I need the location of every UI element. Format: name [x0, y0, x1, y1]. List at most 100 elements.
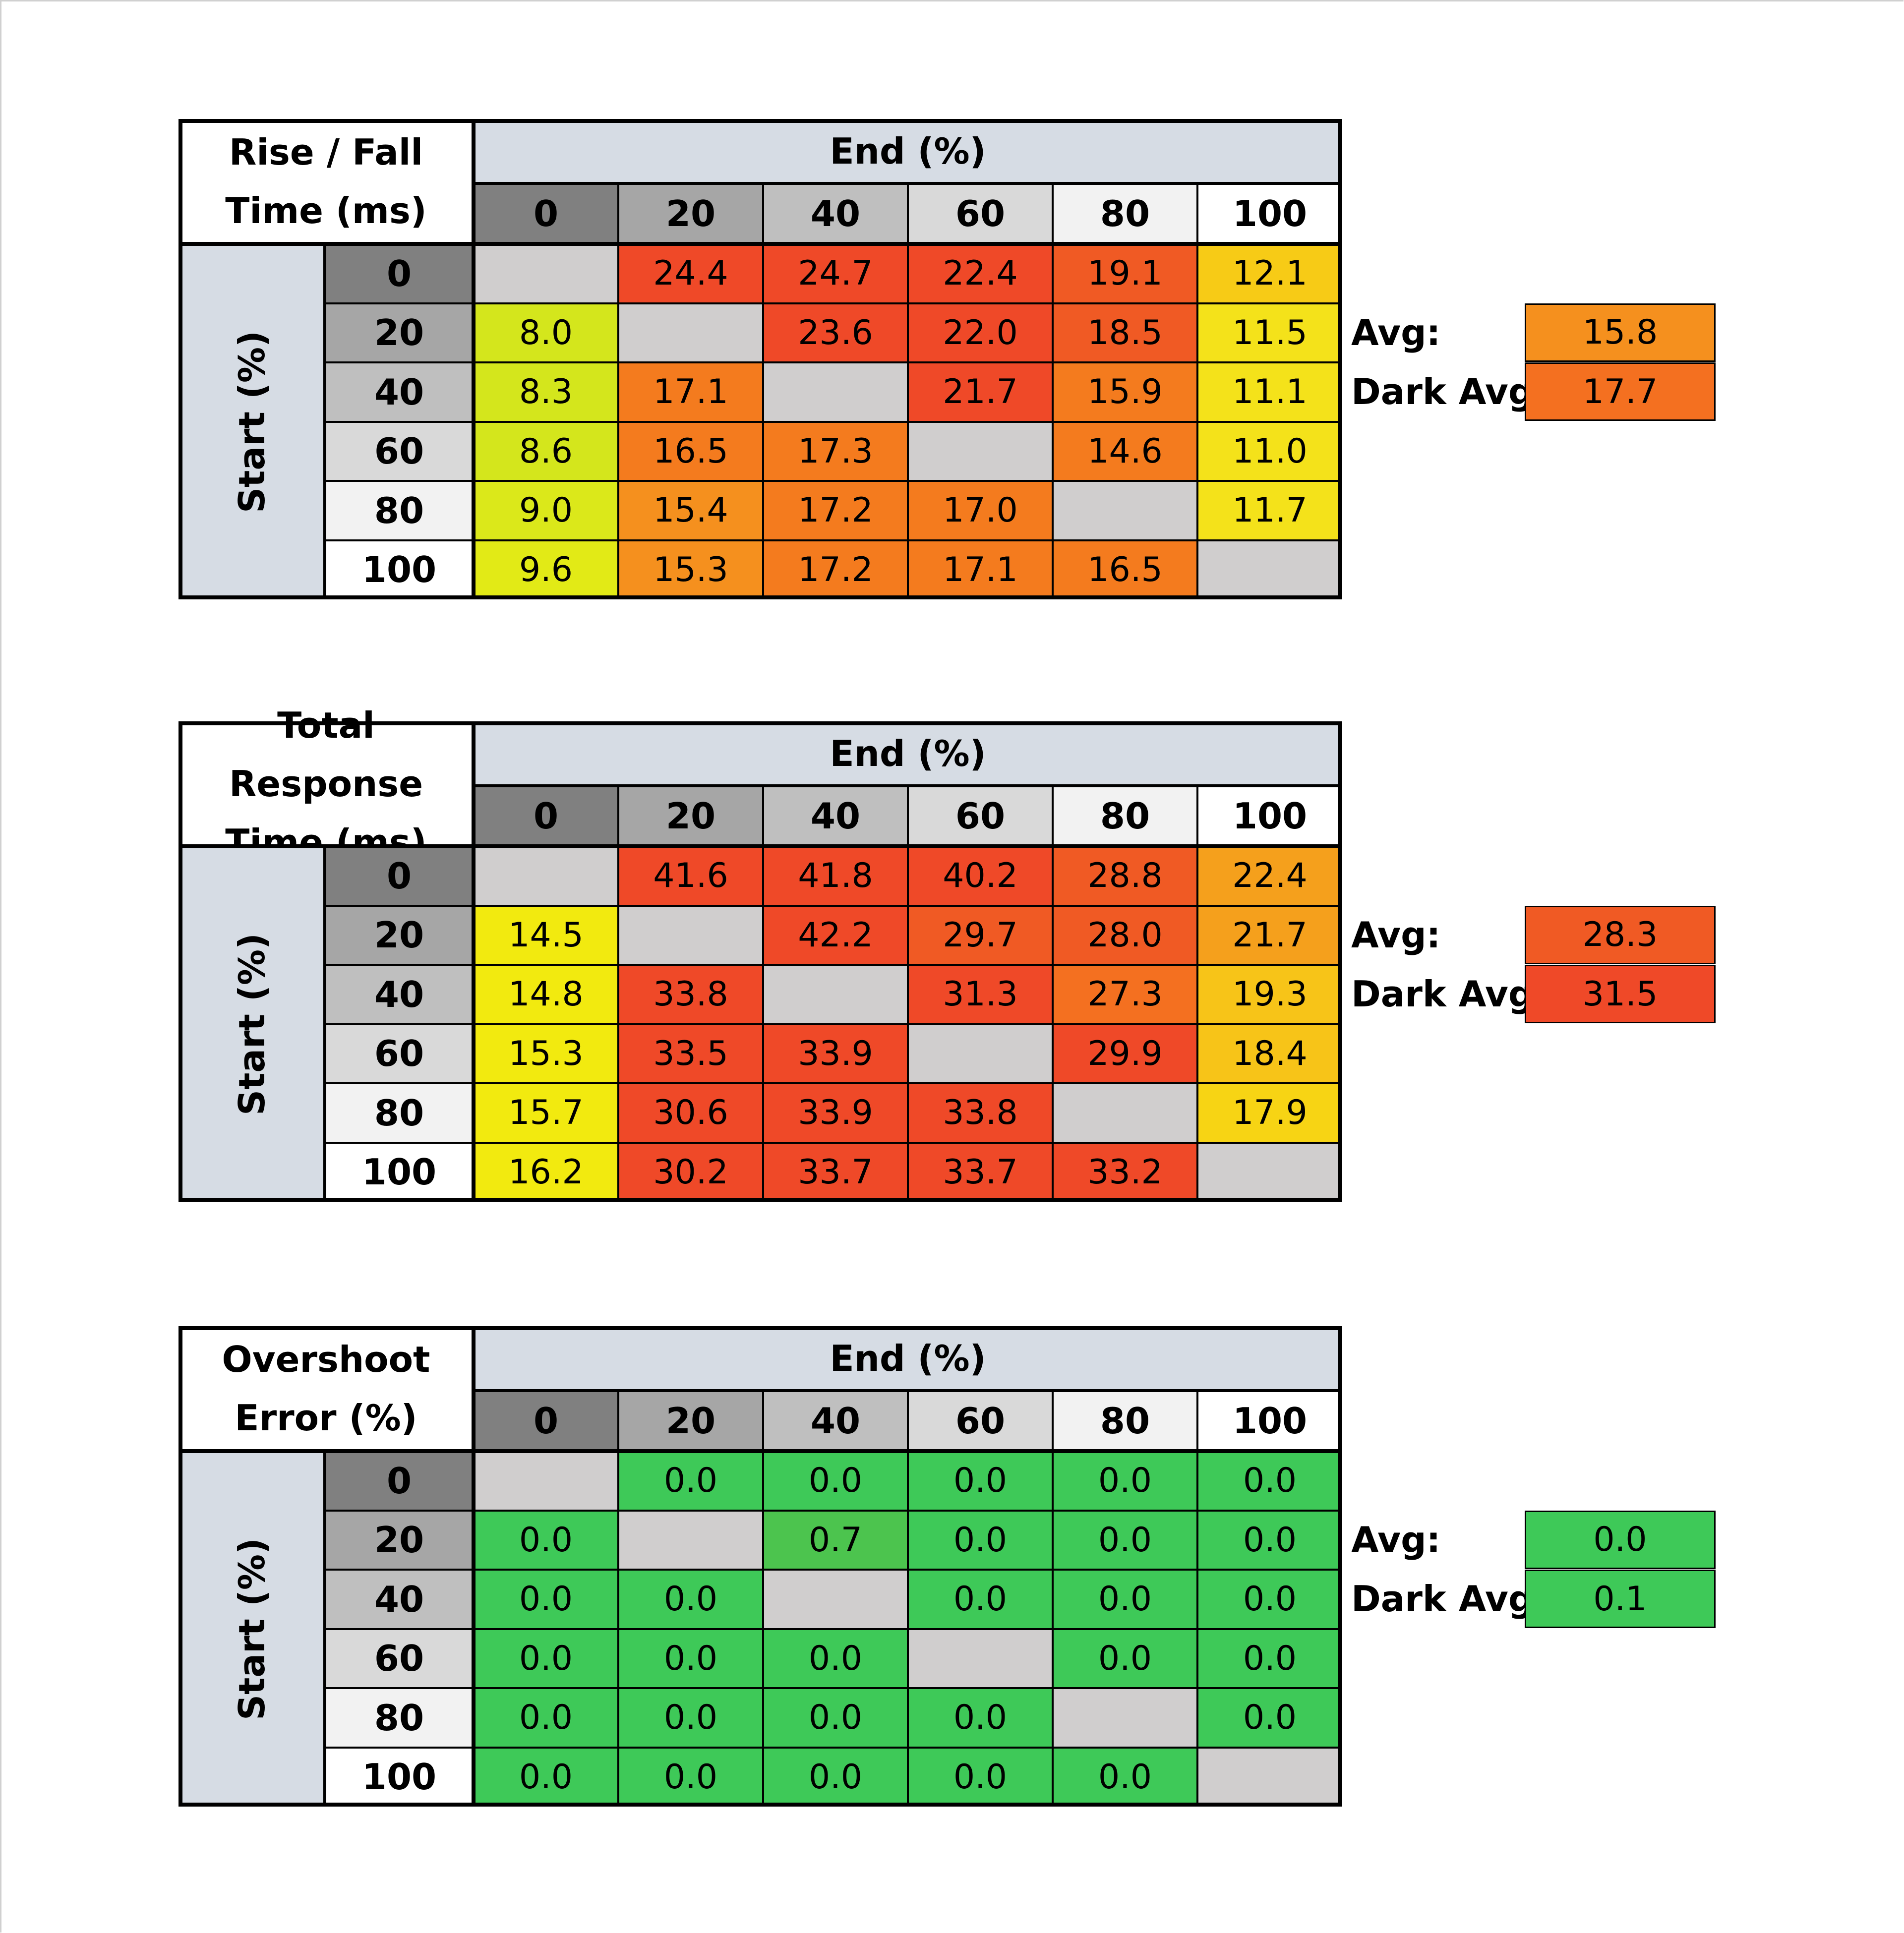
- data-cell: 30.6: [618, 1083, 763, 1143]
- row-header-cell: 20: [325, 303, 474, 362]
- column-header-band: End (%): [474, 1326, 1342, 1391]
- data-cell: [474, 244, 618, 303]
- data-cell: 0.0: [618, 1688, 763, 1748]
- dark-avg-label: Dark Avg:: [1351, 1578, 1548, 1620]
- data-cell: 0.0: [618, 1747, 763, 1807]
- data-cell: [908, 1024, 1053, 1083]
- data-cell: 33.7: [763, 1142, 908, 1202]
- column-header-cell: 100: [1197, 786, 1342, 846]
- data-cell: 16.5: [1053, 540, 1197, 599]
- table-divider: [178, 242, 1342, 246]
- table-divider: [178, 1449, 1342, 1453]
- column-header-cell: 60: [908, 183, 1053, 244]
- data-cell: [474, 1451, 618, 1511]
- data-cell: 0.0: [908, 1747, 1053, 1807]
- data-cell: 14.6: [1053, 421, 1197, 481]
- data-cell: 41.6: [618, 846, 763, 906]
- row-header-cell: 100: [325, 540, 474, 599]
- data-cell: 0.0: [763, 1629, 908, 1688]
- row-header-cell: 40: [325, 362, 474, 422]
- data-cell: [618, 303, 763, 362]
- data-cell: 42.2: [763, 905, 908, 965]
- row-header-cell: 0: [325, 244, 474, 303]
- data-cell: 33.2: [1053, 1142, 1197, 1202]
- table-title: Overshoot Error (%): [178, 1326, 474, 1451]
- column-header-cell: 80: [1053, 1391, 1197, 1451]
- data-cell: 0.0: [763, 1747, 908, 1807]
- data-cell: 0.0: [908, 1570, 1053, 1629]
- data-cell: 15.3: [618, 540, 763, 599]
- data-cell: [1197, 1747, 1342, 1807]
- row-header-cell: 100: [325, 1747, 474, 1807]
- avg-label: Avg:: [1351, 311, 1441, 353]
- data-cell: 0.0: [908, 1451, 1053, 1511]
- data-cell: [908, 421, 1053, 481]
- data-cell: 33.9: [763, 1083, 908, 1143]
- data-cell: [1053, 481, 1197, 540]
- avg-label: Avg:: [1351, 914, 1441, 956]
- avg-value: 0.0: [1525, 1510, 1716, 1569]
- dark-avg-value: 17.7: [1525, 362, 1716, 421]
- data-cell: 9.0: [474, 481, 618, 540]
- data-cell: [1053, 1083, 1197, 1143]
- data-cell: 24.7: [763, 244, 908, 303]
- data-cell: 17.1: [908, 540, 1053, 599]
- column-header-cell: 0: [474, 183, 618, 244]
- data-cell: 33.7: [908, 1142, 1053, 1202]
- data-cell: 0.0: [618, 1570, 763, 1629]
- data-cell: 16.5: [618, 421, 763, 481]
- data-cell: 33.5: [618, 1024, 763, 1083]
- column-header-cell: 40: [763, 183, 908, 244]
- data-cell: 8.3: [474, 362, 618, 422]
- row-header-cell: 20: [325, 1510, 474, 1570]
- data-cell: 14.8: [474, 965, 618, 1024]
- row-header-label: Start (%): [231, 330, 273, 513]
- data-cell: 19.3: [1197, 965, 1342, 1024]
- data-cell: 15.7: [474, 1083, 618, 1143]
- data-cell: [763, 965, 908, 1024]
- row-header-band: Start (%): [178, 1451, 325, 1807]
- data-cell: 0.0: [1197, 1629, 1342, 1688]
- data-cell: 0.0: [1053, 1510, 1197, 1570]
- table-title-line: Error (%): [235, 1397, 417, 1439]
- row-header-band: Start (%): [178, 846, 325, 1202]
- row-header-cell: 0: [325, 846, 474, 906]
- data-cell: 40.2: [908, 846, 1053, 906]
- data-cell: 17.2: [763, 540, 908, 599]
- data-cell: 29.9: [1053, 1024, 1197, 1083]
- data-cell: 17.2: [763, 481, 908, 540]
- data-cell: 15.4: [618, 481, 763, 540]
- data-cell: 0.0: [474, 1688, 618, 1748]
- column-header-cell: 100: [1197, 183, 1342, 244]
- avg-value: 15.8: [1525, 303, 1716, 362]
- table-divider: [472, 721, 476, 1202]
- column-header-cell: 60: [908, 786, 1053, 846]
- data-cell: 17.3: [763, 421, 908, 481]
- table-title-line: Rise / Fall: [229, 131, 423, 173]
- data-cell: [1197, 540, 1342, 599]
- data-cell: 0.0: [474, 1570, 618, 1629]
- data-cell: [763, 362, 908, 422]
- column-header-cell: 40: [763, 1391, 908, 1451]
- table-divider: [472, 119, 476, 599]
- data-cell: 16.2: [474, 1142, 618, 1202]
- data-cell: 22.4: [908, 244, 1053, 303]
- column-header-cell: 20: [618, 786, 763, 846]
- data-cell: 11.7: [1197, 481, 1342, 540]
- data-cell: 11.5: [1197, 303, 1342, 362]
- data-cell: 9.6: [474, 540, 618, 599]
- data-cell: 22.4: [1197, 846, 1342, 906]
- row-header-cell: 100: [325, 1142, 474, 1202]
- table-divider: [323, 846, 326, 1202]
- column-header-cell: 0: [474, 786, 618, 846]
- data-cell: 33.8: [618, 965, 763, 1024]
- data-cell: 31.3: [908, 965, 1053, 1024]
- row-header-label: Start (%): [231, 933, 273, 1115]
- row-header-cell: 80: [325, 481, 474, 540]
- data-cell: 30.2: [618, 1142, 763, 1202]
- data-cell: 0.0: [1197, 1510, 1342, 1570]
- data-cell: 0.0: [908, 1688, 1053, 1748]
- data-cell: 41.8: [763, 846, 908, 906]
- table-title: Total Response Time (ms): [178, 704, 474, 863]
